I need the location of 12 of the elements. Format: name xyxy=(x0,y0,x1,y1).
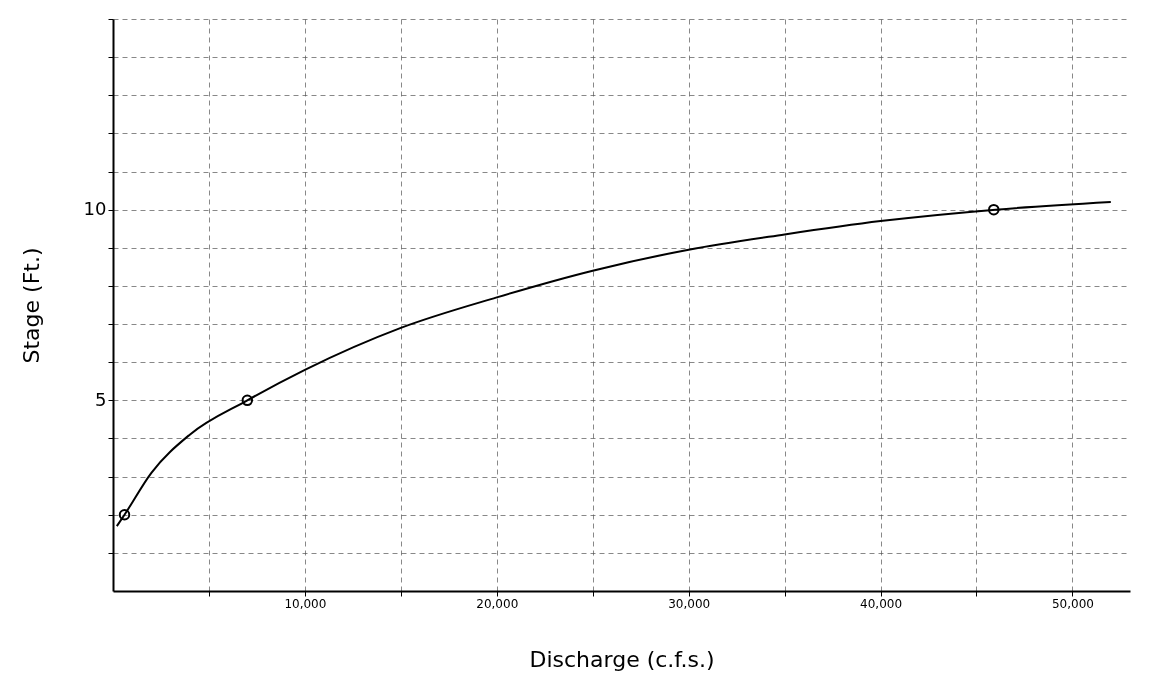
y-axis-title: Stage (Ft.) xyxy=(18,247,44,364)
x-tick-label: 40,000 xyxy=(860,596,903,611)
point xyxy=(988,203,1000,216)
point xyxy=(118,509,131,521)
y-tick-label: 10 xyxy=(83,198,107,220)
x-axis-title: Discharge (c.f.s.) xyxy=(529,646,715,672)
x-tick-label: 10,000 xyxy=(284,596,327,611)
x-tick-label: 20,000 xyxy=(476,596,519,611)
point xyxy=(241,394,254,407)
y-tick-label: 5 xyxy=(95,388,107,410)
x-tick-label: 30,000 xyxy=(668,596,711,611)
x-tick-label: 50,000 xyxy=(1051,596,1094,611)
